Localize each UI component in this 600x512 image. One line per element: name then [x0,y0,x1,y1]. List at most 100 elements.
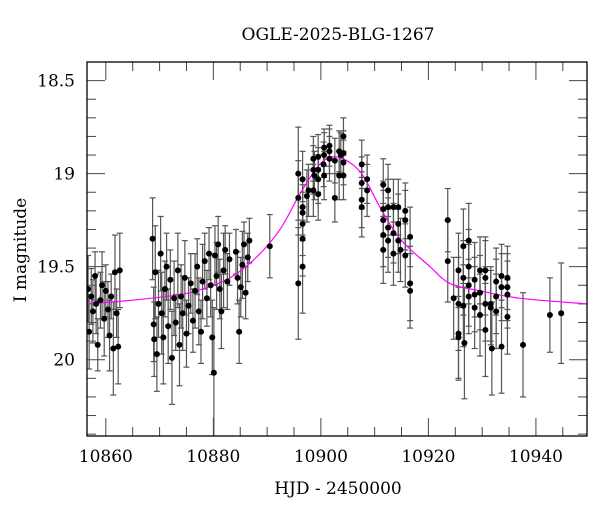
data-point [310,155,317,162]
data-point [444,258,451,265]
data-point [455,267,462,274]
data-point [407,233,414,240]
data-point [203,295,210,302]
data-point [168,354,175,361]
data-point [402,207,409,214]
data-point [331,157,338,164]
data-point [315,176,322,183]
data-point [380,246,387,253]
plot-frame [86,61,588,437]
axis-ticks: 10860 10880 10900 10920 10940 18.5 19 19.5 20 [37,61,587,467]
data-points [87,133,565,376]
data-point [380,217,387,224]
data-point [455,334,462,341]
data-point [111,269,118,276]
data-point [407,280,414,287]
data-point [151,336,158,343]
data-point [482,274,489,281]
data-point [460,274,467,281]
y-tick-label: 19 [53,165,75,185]
data-point [163,263,170,270]
data-point [471,291,478,298]
x-axis-label: HJD - 2450000 [274,479,402,499]
data-point [115,343,122,350]
data-point [199,278,206,285]
data-point [167,276,174,283]
data-point [546,312,553,319]
data-point [358,204,365,211]
data-point [385,204,392,211]
data-point [187,280,194,287]
data-point [402,252,409,259]
data-point [97,297,104,304]
data-point [471,304,478,311]
data-point [106,332,113,339]
data-point [504,274,511,281]
data-point [158,310,165,317]
data-point [295,170,302,177]
y-tick-label: 19.5 [37,258,75,278]
data-point [295,194,302,201]
x-tick-label: 10900 [294,447,348,467]
data-point [340,172,347,179]
data-point [155,300,162,307]
data-point [210,369,217,376]
data-point [331,194,338,201]
data-point [358,179,365,186]
data-point [110,345,117,352]
data-point [149,235,156,242]
data-point [321,172,328,179]
data-point [380,181,387,188]
data-point [178,293,185,300]
data-point [321,152,328,159]
data-point [104,306,111,313]
data-point [174,267,181,274]
x-tick-label: 10940 [509,447,563,467]
data-point [465,237,472,244]
data-point [87,328,93,335]
data-point [493,278,500,285]
data-point [310,187,317,194]
data-point [237,284,244,291]
data-point [390,204,397,211]
data-point [116,267,123,274]
data-point [465,263,472,270]
data-point [395,237,402,244]
data-point [108,293,115,300]
data-point [395,220,402,227]
data-point [222,246,229,253]
data-point [101,315,108,322]
data-point [390,250,397,257]
data-point [176,341,183,348]
data-point [242,289,249,296]
data-point [224,278,231,285]
data-point [213,272,220,279]
data-point [358,196,365,203]
data-point [395,204,402,211]
data-point [220,267,227,274]
data-point [211,252,218,259]
data-point [482,300,489,307]
data-point [102,287,109,294]
x-tick-label: 10860 [79,447,133,467]
data-point [444,217,451,224]
data-point [244,254,251,261]
data-point [299,235,306,242]
data-point [299,263,306,270]
data-point [150,321,157,328]
data-point [340,159,347,166]
data-point [460,302,467,309]
x-tick-label: 10880 [186,447,240,467]
data-point [160,334,167,341]
data-point [520,341,527,348]
data-point [299,209,306,216]
y-axis-label: I magnitude [11,198,31,302]
data-point [315,191,322,198]
data-point [340,133,347,140]
data-point [240,241,247,248]
data-point [310,166,317,173]
data-point [321,144,328,151]
data-point [504,284,511,291]
data-point [189,317,196,324]
